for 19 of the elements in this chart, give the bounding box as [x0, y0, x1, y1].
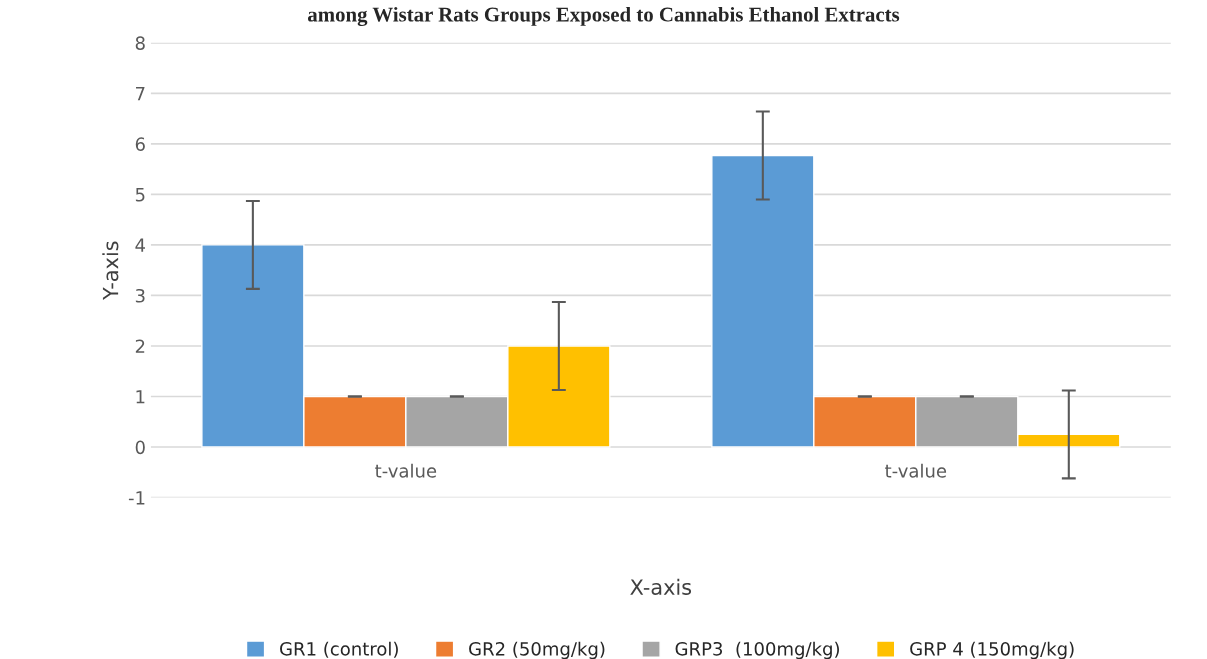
x-tick-label: t-value: [885, 463, 947, 478]
legend-label: GRP 4 (150mg/kg): [910, 641, 1074, 659]
y-tick-label: 8: [135, 36, 145, 50]
y-tick-label: -1: [128, 491, 145, 505]
y-tick-label: 4: [135, 238, 145, 252]
y-tick-label: 2: [135, 339, 145, 353]
x-tick-label: t-value: [375, 463, 437, 478]
y-tick-label: 7: [136, 87, 145, 101]
legend-label: GR2 (50mg/kg): [469, 641, 605, 659]
legend-label: GRP3 (100mg/kg): [675, 641, 839, 659]
y-tick-label: 6: [135, 137, 145, 151]
y-tick-label: 5: [135, 188, 145, 202]
y-tick-label: 3: [135, 288, 145, 303]
x-axis-title: X-axis: [630, 578, 692, 595]
y-tick-label: 1: [136, 390, 145, 404]
y-axis-title: Y-axis: [102, 241, 119, 300]
legend-label: GR1 (control): [280, 641, 398, 658]
chart-title: among Wistar Rats Groups Exposed to Cannabis Ethanol Extracts: [307, 6, 900, 26]
y-tick-label: 0: [135, 440, 145, 455]
